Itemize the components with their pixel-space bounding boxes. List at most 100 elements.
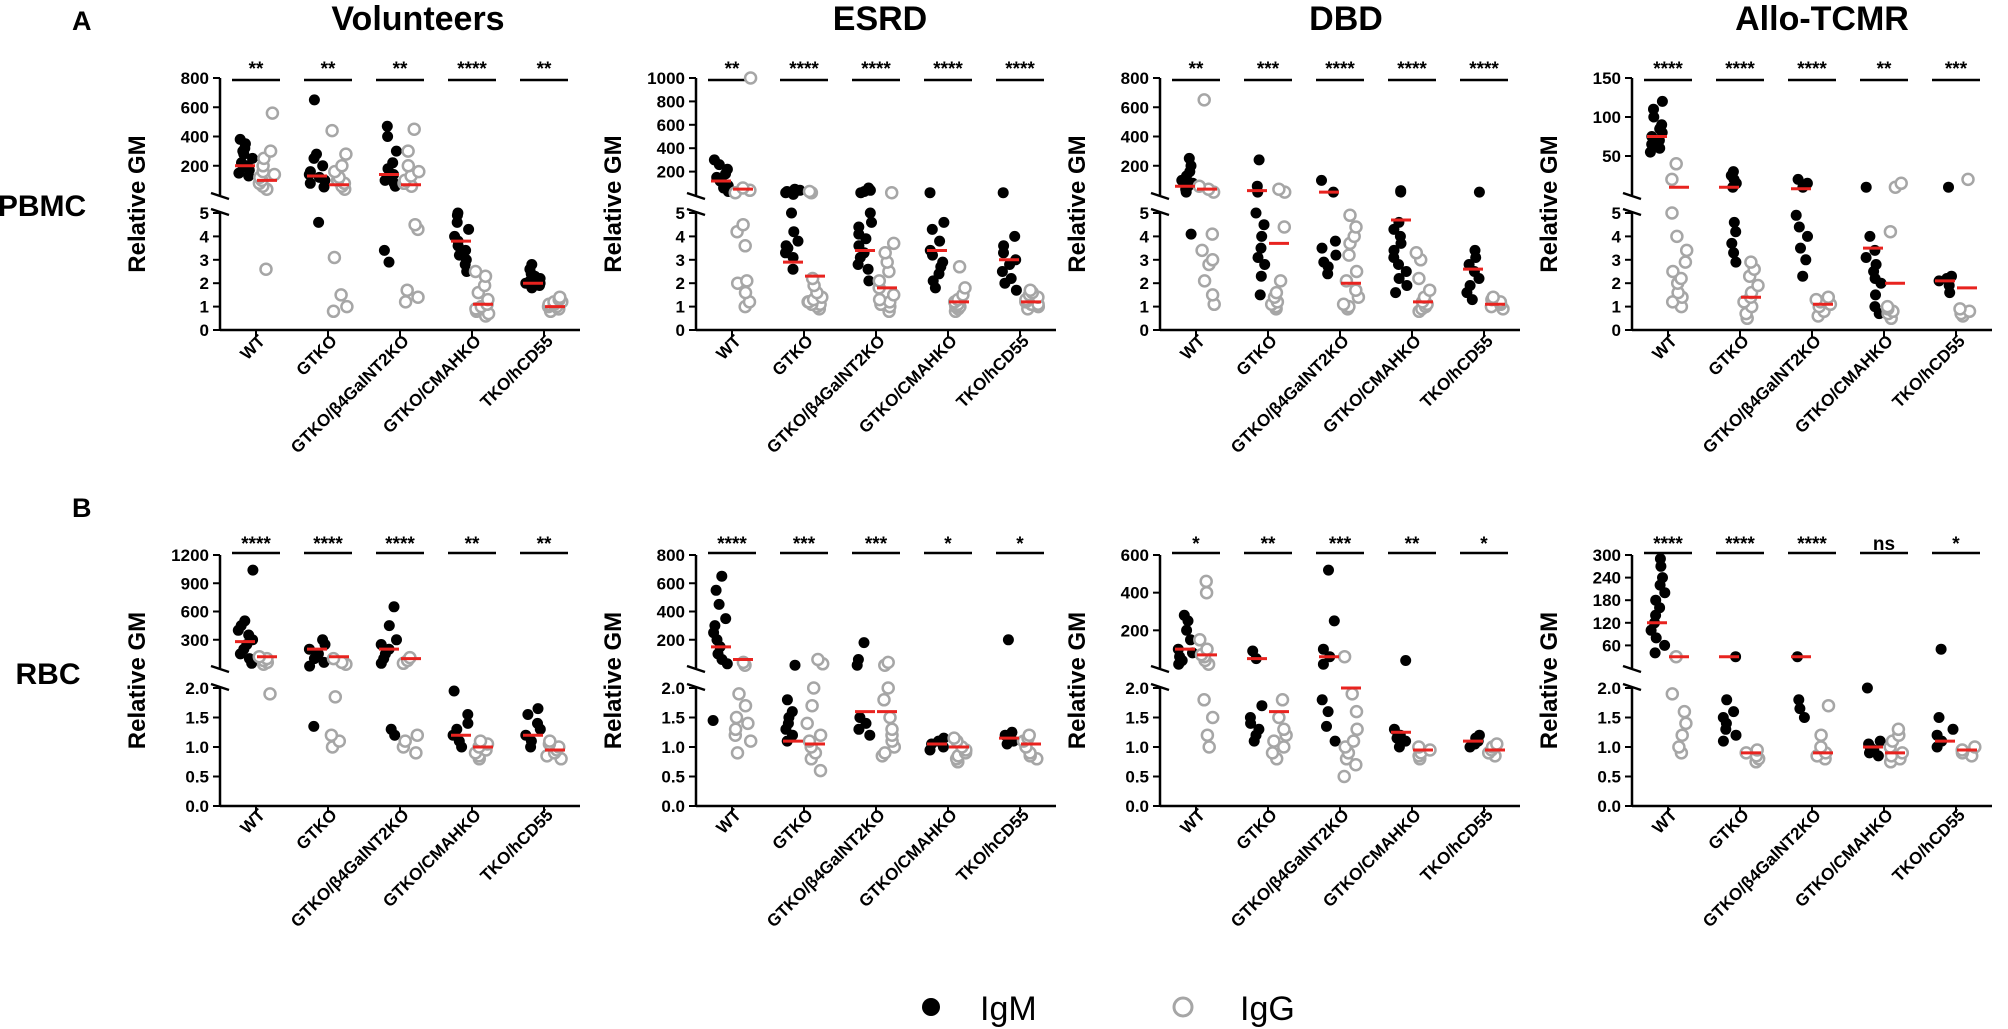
igm-point bbox=[996, 266, 1008, 277]
igm-point bbox=[1657, 572, 1668, 584]
x-tick-label: TKO/hCD55 bbox=[477, 805, 557, 885]
igg-point bbox=[1343, 208, 1357, 223]
igg-point bbox=[1200, 728, 1215, 742]
igm-point bbox=[1247, 645, 1259, 657]
igm-point bbox=[311, 148, 322, 160]
igg-point bbox=[805, 698, 819, 713]
igg-point bbox=[1339, 274, 1354, 288]
igm-point bbox=[1793, 694, 1805, 706]
igm-point bbox=[449, 230, 461, 242]
igg-point bbox=[736, 217, 750, 232]
significance-label: * bbox=[1952, 534, 1960, 555]
y-tick-label: 150 bbox=[1593, 69, 1621, 88]
igg-point bbox=[1665, 206, 1679, 220]
igm-point bbox=[1473, 729, 1485, 741]
significance-label: **** bbox=[1797, 534, 1827, 555]
igm-point bbox=[308, 94, 320, 106]
igm-point bbox=[1726, 237, 1738, 249]
significance-label: *** bbox=[865, 534, 888, 555]
y-axis-title: Relative GM bbox=[600, 612, 627, 749]
igg-point bbox=[1678, 255, 1693, 269]
igg-point bbox=[408, 217, 422, 232]
x-tick-label: GTKO/β4GalNT2KO bbox=[1699, 805, 1825, 931]
significance-label: **** bbox=[1653, 59, 1683, 80]
igg-point bbox=[1337, 769, 1351, 784]
igm-point bbox=[1255, 270, 1267, 282]
igm-point bbox=[1730, 256, 1742, 268]
igg-point bbox=[1337, 649, 1352, 664]
significance-label: ** bbox=[1189, 59, 1204, 80]
igg-point bbox=[877, 693, 891, 707]
igg-point bbox=[411, 290, 425, 304]
igm-point bbox=[385, 723, 397, 735]
legend-igm-marker bbox=[922, 998, 940, 1016]
x-tick-label: GTKO/β4GalNT2KO bbox=[1227, 805, 1353, 931]
axis-break-mark bbox=[210, 664, 230, 674]
igm-point bbox=[1864, 230, 1876, 242]
significance-label: **** bbox=[861, 59, 891, 80]
y-tick-label: 600 bbox=[657, 574, 685, 593]
igg-point bbox=[872, 292, 887, 307]
igm-point bbox=[1648, 111, 1660, 123]
igg-point bbox=[1349, 220, 1363, 234]
y-tick-label: 800 bbox=[181, 69, 209, 88]
igg-point bbox=[410, 728, 425, 742]
igm-point bbox=[1656, 119, 1668, 131]
igg-point bbox=[1751, 278, 1765, 293]
x-tick-label: TKO/hCD55 bbox=[1417, 331, 1497, 411]
igm-point bbox=[1935, 643, 1947, 655]
igm-point bbox=[1185, 634, 1196, 646]
igg-point bbox=[802, 184, 817, 199]
igm-point bbox=[1800, 254, 1812, 266]
axis-break-mark bbox=[1150, 664, 1170, 674]
igm-point bbox=[788, 226, 800, 238]
igm-point bbox=[707, 715, 719, 726]
igg-point bbox=[1346, 734, 1361, 748]
igm-point bbox=[786, 207, 797, 219]
igm-point bbox=[1256, 700, 1268, 712]
significance-label: ** bbox=[249, 59, 264, 80]
igm-point bbox=[1801, 177, 1813, 189]
y-axis-title: Relative GM bbox=[1064, 135, 1091, 272]
y-tick-label: 0.5 bbox=[1125, 768, 1149, 787]
y-tick-label: 2.0 bbox=[185, 679, 209, 698]
igm-point bbox=[721, 163, 733, 175]
legend-igg-label: IgG bbox=[1240, 990, 1295, 1028]
y-tick-label: 1 bbox=[676, 298, 685, 317]
x-tick-label: WT bbox=[1649, 805, 1682, 838]
significance-label: * bbox=[1192, 534, 1200, 555]
igm-point bbox=[1648, 103, 1659, 115]
igg-point bbox=[872, 274, 887, 288]
y-tick-label: 0.5 bbox=[1597, 768, 1621, 787]
significance-label: **** bbox=[385, 534, 415, 555]
igm-point bbox=[789, 183, 801, 195]
igg-point bbox=[265, 106, 280, 120]
significance-label: *** bbox=[1945, 59, 1968, 80]
y-tick-label: 0.5 bbox=[661, 768, 685, 787]
igm-point bbox=[786, 706, 798, 718]
igm-point bbox=[1869, 301, 1881, 313]
x-tick-label: GTKO bbox=[1705, 331, 1753, 379]
y-tick-label: 300 bbox=[1593, 546, 1621, 565]
axis-break-mark bbox=[210, 191, 230, 201]
igm-point bbox=[1943, 181, 1954, 193]
igm-point bbox=[1933, 712, 1945, 723]
igm-point bbox=[1870, 289, 1881, 301]
igg-point bbox=[1679, 716, 1693, 731]
igg-point bbox=[412, 164, 426, 179]
igg-point bbox=[1666, 264, 1680, 279]
igm-point bbox=[1650, 594, 1662, 606]
igm-point bbox=[853, 221, 865, 233]
igg-point bbox=[813, 728, 828, 742]
panel-letter-a: A bbox=[72, 6, 92, 36]
igg-point bbox=[886, 236, 901, 251]
igg-point bbox=[1821, 698, 1836, 713]
y-tick-label: 1200 bbox=[171, 546, 209, 565]
igm-point bbox=[1253, 154, 1265, 166]
row-label-rbc: RBC bbox=[16, 658, 81, 691]
significance-label: **** bbox=[313, 534, 343, 555]
x-tick-label: TKO/hCD55 bbox=[1417, 805, 1497, 885]
y-tick-label: 800 bbox=[657, 546, 685, 565]
igg-point bbox=[326, 651, 341, 666]
y-tick-label: 400 bbox=[1121, 128, 1149, 147]
